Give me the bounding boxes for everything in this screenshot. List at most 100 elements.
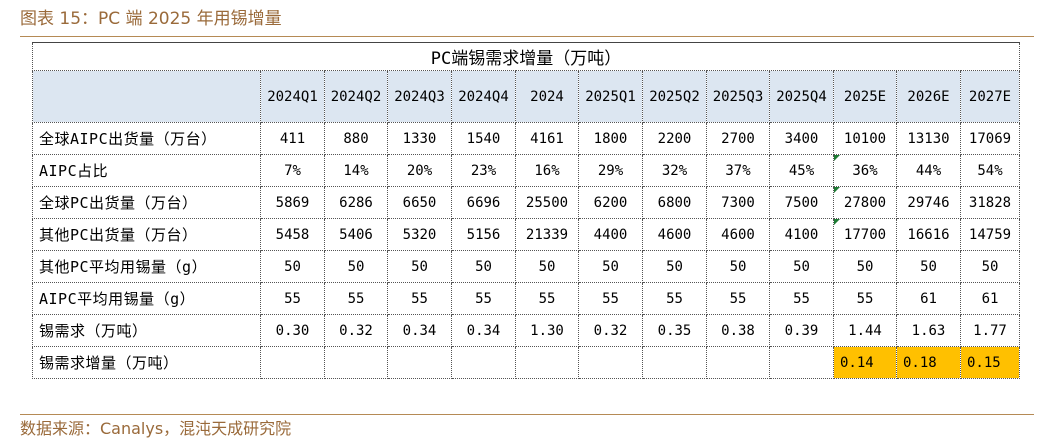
table-cell: 50 bbox=[451, 250, 516, 283]
table-cell: 0.32 bbox=[578, 314, 643, 347]
table-cell: 55 bbox=[324, 282, 388, 315]
column-header: 2025Q1 bbox=[578, 70, 643, 123]
table-cell: 50 bbox=[642, 250, 707, 283]
table-cell: 0.34 bbox=[387, 314, 452, 347]
table-row: 其他PC出货量（万台） 5458 5406 5320 5156 21339 44… bbox=[32, 218, 1020, 251]
table-cell: 14% bbox=[324, 154, 388, 187]
table-cell: 27800 bbox=[833, 186, 897, 219]
row-label: AIPC占比 bbox=[32, 154, 261, 187]
table-cell: 4600 bbox=[706, 218, 770, 251]
row-label: 其他PC出货量（万台） bbox=[32, 218, 261, 251]
table-cell: 50 bbox=[896, 250, 961, 283]
column-header: 2024 bbox=[515, 70, 579, 123]
source-note: 数据来源：Canalys，混沌天成研究院 bbox=[20, 419, 292, 438]
column-header: 2027E bbox=[960, 70, 1020, 123]
table-cell: 50 bbox=[260, 250, 325, 283]
table-cell: 16% bbox=[515, 154, 579, 187]
table-cell: 20% bbox=[387, 154, 452, 187]
table-cell: 1.44 bbox=[833, 314, 897, 347]
table-cell: 16616 bbox=[896, 218, 961, 251]
table-cell: 54% bbox=[960, 154, 1020, 187]
table-row: AIPC平均用锡量（g） 55 55 55 55 55 55 55 55 55 … bbox=[32, 282, 1020, 315]
table-cell: 55 bbox=[833, 282, 897, 315]
table-cell: 55 bbox=[769, 282, 834, 315]
table-cell: 0.38 bbox=[706, 314, 770, 347]
table-cell: 23% bbox=[451, 154, 516, 187]
column-header: 2025E bbox=[833, 70, 897, 123]
table-row: 锡需求增量（万吨） 0.14 0.18 0.15 bbox=[32, 346, 1020, 379]
row-label: 锡需求增量（万吨） bbox=[32, 346, 261, 379]
table-cell: 7% bbox=[260, 154, 325, 187]
table-cell: 55 bbox=[451, 282, 516, 315]
highlighted-cell: 0.14 bbox=[833, 346, 897, 379]
column-header: 2025Q3 bbox=[706, 70, 770, 123]
table-cell: 1330 bbox=[387, 122, 452, 155]
table-cell: 0.39 bbox=[769, 314, 834, 347]
column-header: 2026E bbox=[896, 70, 961, 123]
column-header: 2024Q3 bbox=[387, 70, 452, 123]
data-table: PC端锡需求增量（万吨） 2024Q1 2024Q2 2024Q3 2024Q4… bbox=[32, 42, 1020, 379]
table-cell: 13130 bbox=[896, 122, 961, 155]
bottom-rule bbox=[20, 414, 1034, 415]
column-header: 2025Q2 bbox=[642, 70, 707, 123]
table-cell: 1540 bbox=[451, 122, 516, 155]
table-cell: 50 bbox=[769, 250, 834, 283]
table-cell: 6286 bbox=[324, 186, 388, 219]
table-cell: 55 bbox=[642, 282, 707, 315]
table-cell: 21339 bbox=[515, 218, 579, 251]
table-cell: 2200 bbox=[642, 122, 707, 155]
table-cell: 55 bbox=[515, 282, 579, 315]
table-cell bbox=[769, 346, 834, 379]
table-cell: 10100 bbox=[833, 122, 897, 155]
table-cell: 50 bbox=[960, 250, 1020, 283]
table-cell: 4100 bbox=[769, 218, 834, 251]
table-cell: 37% bbox=[706, 154, 770, 187]
table-cell: 5156 bbox=[451, 218, 516, 251]
table-cell: 6800 bbox=[642, 186, 707, 219]
table-cell: 0.34 bbox=[451, 314, 516, 347]
table-cell: 5406 bbox=[324, 218, 388, 251]
column-header: 2024Q4 bbox=[451, 70, 516, 123]
table-row: 锡需求（万吨） 0.30 0.32 0.34 0.34 1.30 0.32 0.… bbox=[32, 314, 1020, 347]
table-cell: 0.35 bbox=[642, 314, 707, 347]
table-cell: 5869 bbox=[260, 186, 325, 219]
table-cell: 0.32 bbox=[324, 314, 388, 347]
table-cell: 50 bbox=[833, 250, 897, 283]
table-cell bbox=[451, 346, 516, 379]
table-cell: 45% bbox=[769, 154, 834, 187]
top-rule bbox=[20, 36, 1034, 37]
figure-title: 图表 15：PC 端 2025 年用锡增量 bbox=[20, 9, 282, 29]
table-cell: 1.63 bbox=[896, 314, 961, 347]
table-cell: 61 bbox=[960, 282, 1020, 315]
table-cell: 17069 bbox=[960, 122, 1020, 155]
table-cell: 25500 bbox=[515, 186, 579, 219]
table-cell: 50 bbox=[706, 250, 770, 283]
table-row: AIPC占比 7% 14% 20% 23% 16% 29% 32% 37% 45… bbox=[32, 154, 1020, 187]
table-cell: 4161 bbox=[515, 122, 579, 155]
table-cell: 3400 bbox=[769, 122, 834, 155]
table-cell: 5320 bbox=[387, 218, 452, 251]
table-cell: 411 bbox=[260, 122, 325, 155]
table-cell: 55 bbox=[260, 282, 325, 315]
table-cell: 6696 bbox=[451, 186, 516, 219]
row-label: 全球PC出货量（万台） bbox=[32, 186, 261, 219]
table-cell: 880 bbox=[324, 122, 388, 155]
table-cell: 4600 bbox=[642, 218, 707, 251]
table-cell bbox=[642, 346, 707, 379]
table-cell: 29746 bbox=[896, 186, 961, 219]
row-label: 锡需求（万吨） bbox=[32, 314, 261, 347]
row-label: AIPC平均用锡量（g） bbox=[32, 282, 261, 315]
table-cell: 55 bbox=[387, 282, 452, 315]
table-cell bbox=[578, 346, 643, 379]
table-cell: 61 bbox=[896, 282, 961, 315]
table-cell: 36% bbox=[833, 154, 897, 187]
table-cell: 17700 bbox=[833, 218, 897, 251]
table-row: 全球AIPC出货量（万台） 411 880 1330 1540 4161 180… bbox=[32, 122, 1020, 155]
table-cell bbox=[324, 346, 388, 379]
table-cell: 7500 bbox=[769, 186, 834, 219]
table-cell: 50 bbox=[324, 250, 388, 283]
column-header: 2024Q2 bbox=[324, 70, 388, 123]
table-cell: 55 bbox=[578, 282, 643, 315]
column-header: 2024Q1 bbox=[260, 70, 325, 123]
table-cell: 6650 bbox=[387, 186, 452, 219]
